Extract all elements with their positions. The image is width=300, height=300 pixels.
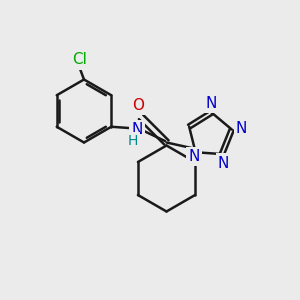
- Text: N: N: [236, 121, 247, 136]
- Text: Cl: Cl: [72, 52, 87, 68]
- Text: N: N: [188, 149, 200, 164]
- Text: N: N: [131, 122, 142, 137]
- Text: N: N: [206, 96, 217, 111]
- Text: N: N: [218, 156, 229, 171]
- Text: O: O: [132, 98, 144, 113]
- Text: H: H: [128, 134, 138, 148]
